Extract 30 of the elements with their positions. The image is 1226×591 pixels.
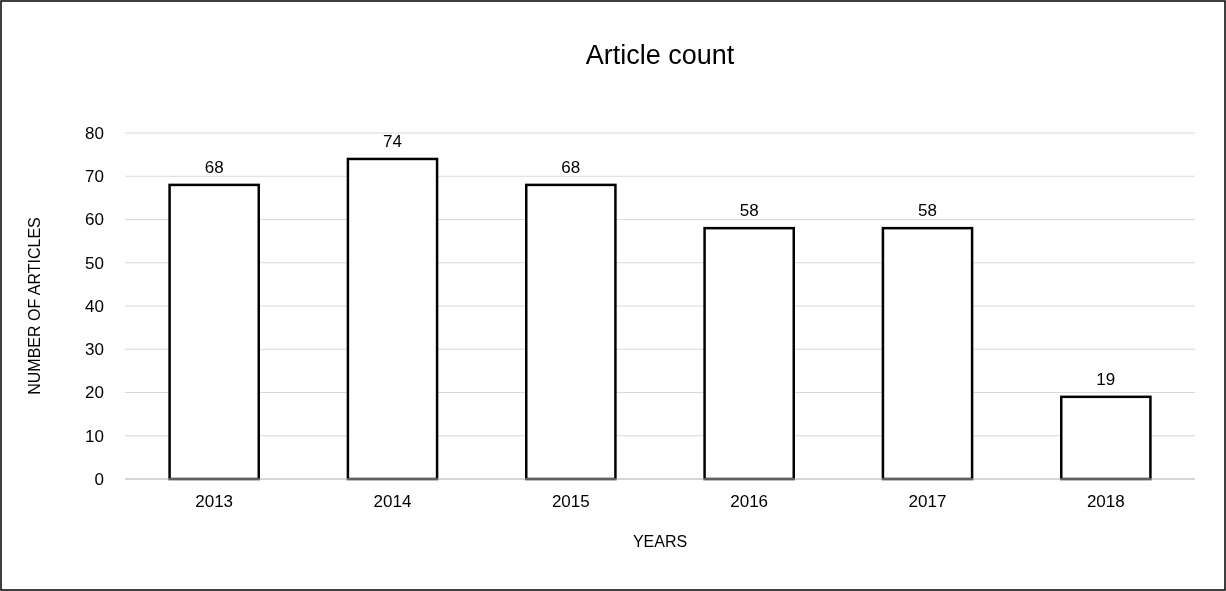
data-label: 68 xyxy=(561,157,581,177)
data-label: 74 xyxy=(383,131,402,151)
y-tick-label: 30 xyxy=(85,340,104,360)
x-tick-label: 2018 xyxy=(1086,492,1125,511)
data-label: 58 xyxy=(918,201,937,221)
y-axis-title: NUMBER OF ARTICLES xyxy=(26,217,43,395)
y-tick-label: 40 xyxy=(85,296,104,316)
y-tick-label: 70 xyxy=(85,167,104,187)
y-tick-label: 50 xyxy=(85,253,104,273)
bar xyxy=(1060,395,1152,481)
x-tick-label: 2016 xyxy=(730,492,769,511)
y-tick-label: 80 xyxy=(85,123,104,143)
bar xyxy=(168,183,260,481)
y-tick-label: 20 xyxy=(85,383,104,403)
y-tick-label: 0 xyxy=(94,469,104,489)
data-label: 68 xyxy=(204,157,224,177)
data-label: 58 xyxy=(739,201,759,221)
bar xyxy=(525,183,617,481)
y-tick-label: 10 xyxy=(85,426,104,446)
bar xyxy=(703,226,795,481)
x-axis-title: YEARS xyxy=(632,533,688,550)
data-label: 19 xyxy=(1096,369,1116,389)
x-tick-label: 2013 xyxy=(195,492,234,511)
bar xyxy=(346,157,439,481)
y-tick-label: 60 xyxy=(85,210,104,230)
x-tick-label: 2017 xyxy=(908,492,947,511)
x-tick-label: 2015 xyxy=(551,492,590,511)
bar xyxy=(881,226,974,481)
x-tick-label: 2014 xyxy=(373,492,412,511)
chart-title: Article count xyxy=(585,40,735,70)
